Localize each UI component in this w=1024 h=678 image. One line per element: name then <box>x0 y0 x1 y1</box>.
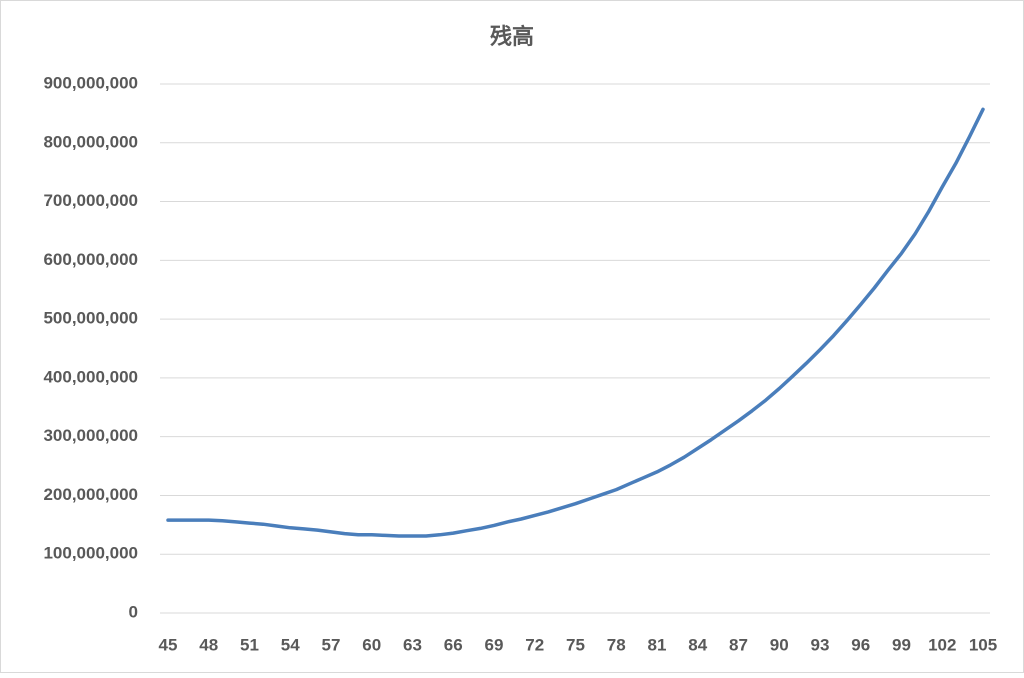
x-tick-label: 96 <box>851 635 870 654</box>
y-tick-label: 900,000,000 <box>43 73 138 92</box>
x-tick-label: 48 <box>199 635 218 654</box>
x-tick-label: 51 <box>240 635 259 654</box>
y-tick-label: 600,000,000 <box>43 250 138 269</box>
y-tick-label: 400,000,000 <box>43 367 138 386</box>
y-tick-label: 100,000,000 <box>43 544 138 563</box>
x-tick-label: 72 <box>525 635 544 654</box>
x-tick-label: 102 <box>928 635 956 654</box>
x-tick-label: 75 <box>566 635 585 654</box>
y-tick-label: 800,000,000 <box>43 132 138 151</box>
x-tick-label: 105 <box>969 635 997 654</box>
y-tick-label: 200,000,000 <box>43 485 138 504</box>
x-tick-label: 60 <box>362 635 381 654</box>
data-line <box>166 107 985 538</box>
x-tick-label: 99 <box>892 635 911 654</box>
x-tick-label: 87 <box>729 635 748 654</box>
x-tick-label: 54 <box>281 635 300 654</box>
x-tick-label: 93 <box>811 635 830 654</box>
y-tick-label: 500,000,000 <box>43 309 138 328</box>
x-tick-label: 81 <box>648 635 667 654</box>
y-tick-label: 300,000,000 <box>43 426 138 445</box>
x-tick-label: 66 <box>444 635 463 654</box>
x-tick-label: 45 <box>159 635 178 654</box>
x-tick-label: 84 <box>688 635 707 654</box>
y-tick-label: 0 <box>129 602 138 621</box>
x-tick-label: 90 <box>770 635 789 654</box>
x-tick-label: 69 <box>485 635 504 654</box>
x-tick-label: 57 <box>322 635 341 654</box>
x-tick-label: 63 <box>403 635 422 654</box>
x-tick-label: 78 <box>607 635 626 654</box>
y-tick-label: 700,000,000 <box>43 191 138 210</box>
chart-title: 残高 <box>490 24 534 49</box>
